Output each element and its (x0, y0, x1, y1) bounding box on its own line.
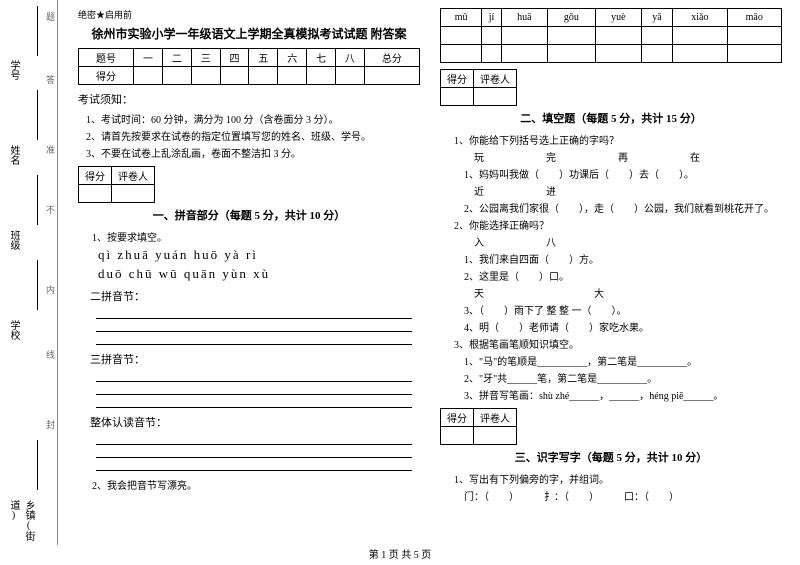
s2-q3: 3、根据笔画笔顺知识填空。 (454, 336, 782, 351)
write-lines (96, 432, 412, 471)
pinyin-cell: mǔ (441, 9, 482, 27)
notice-item: 1、考试时间：60 分钟，满分为 100 分（含卷面分 3 分）。 (86, 111, 420, 126)
cut-note: 答 (44, 75, 57, 84)
pinyin-blank-row (441, 27, 782, 45)
score-header: 一 (134, 49, 163, 67)
bind-label-name: 姓名 (6, 145, 21, 165)
section1-title: 一、拼音部分（每题 5 分，共计 10 分） (78, 207, 420, 223)
s2-q1-1: 1、妈妈叫我做（ ）功课后（ ）去（ ）。 (464, 166, 782, 181)
notice-item: 2、请首先按要求在试卷的指定位置填写您的姓名、班级、学号。 (86, 128, 420, 143)
bind-label-school: 学校 (6, 320, 21, 340)
q1-prompt: 1、按要求填空。 (92, 229, 420, 244)
sub-label-erpin: 二拼音节： (90, 288, 420, 304)
section2-title: 二、填空题（每题 5 分，共计 15 分） (440, 110, 782, 126)
secrecy-stamp: 绝密★启用前 (78, 8, 420, 21)
page-container: 乡镇(街道) 学校 班级 姓名 学号 封 线 内 不 准 答 题 绝密★启用前 … (0, 0, 800, 545)
right-column: mǔ jí huā gǒu yuè yā xiǎo māo (430, 8, 792, 545)
notice-item: 3、不要在试卷上乱涂乱画，卷面不整洁扣 3 分。 (86, 145, 420, 160)
score-header: 八 (335, 49, 364, 67)
scorebox-label: 评卷人 (112, 167, 155, 185)
section3-title: 三、识字写字（每题 5 分，共计 10 分） (440, 449, 782, 465)
s2-q3-2: 2、"牙"共______笔，第二笔是__________。 (464, 370, 782, 385)
content-columns: 绝密★启用前 徐州市实验小学一年级语文上学期全真模拟考试试题 附答案 题号 一 … (58, 0, 800, 545)
page-footer: 第 1 页 共 5 页 (0, 546, 800, 561)
s2-q3-1: 1、"马"的笔顺是__________，第二笔是__________。 (464, 353, 782, 368)
pinyin-blank-row (441, 45, 782, 63)
s2-q2-mid: 天 大 (474, 285, 782, 300)
s2-q1-options: 玩 完 再 在 (474, 149, 782, 164)
section-scorebox: 得分评卷人 (440, 408, 517, 445)
pinyin-table: mǔ jí huā gǒu yuè yā xiǎo māo (440, 8, 782, 63)
scorebox-label: 得分 (441, 70, 474, 88)
bind-label-township: 乡镇(街道) (6, 500, 36, 545)
s2-q2-options: 入 八 (474, 234, 782, 249)
bind-field (26, 90, 38, 140)
pinyin-cell: huā (501, 9, 547, 27)
s2-q1-2: 2、公园离我们家很（ ），走（ ）公园，我们就看到桃花开了。 (464, 200, 782, 215)
pinyin-cell: yuè (595, 9, 641, 27)
pinyin-cell: yā (641, 9, 672, 27)
score-header: 二 (162, 49, 191, 67)
bind-label-id: 学号 (6, 60, 21, 80)
pinyin-cell: māo (727, 9, 781, 27)
cut-note: 线 (44, 350, 57, 359)
exam-title: 徐州市实验小学一年级语文上学期全真模拟考试试题 附答案 (78, 25, 420, 42)
bind-field (26, 175, 38, 225)
score-header: 六 (278, 49, 307, 67)
s3-q1-line: 门：（ ） 扌：（ ） 口：（ ） (464, 488, 782, 503)
pinyin-cell: xiǎo (673, 9, 727, 27)
score-header: 七 (307, 49, 336, 67)
scorebox-label: 得分 (441, 409, 474, 427)
score-value-row: 得分 (79, 67, 420, 85)
s2-q2-4: 4、明（ ）老师请（ ）家吃水果。 (464, 319, 782, 334)
cut-note: 内 (44, 285, 57, 294)
score-row-label: 得分 (79, 67, 134, 85)
score-header-row: 题号 一 二 三 四 五 六 七 八 总分 (79, 49, 420, 67)
score-header: 五 (249, 49, 278, 67)
score-header: 四 (220, 49, 249, 67)
sub-label-zhengti: 整体认读音节： (90, 414, 420, 430)
s2-q2-2: 2、这里是（ ）口。 (464, 268, 782, 283)
score-header: 三 (191, 49, 220, 67)
cut-note: 题 (44, 12, 57, 21)
notice-heading: 考试须知： (78, 91, 420, 107)
cut-note: 准 (44, 145, 57, 154)
s2-q2-1: 1、我们来自四面（ ）方。 (464, 251, 782, 266)
pinyin-cell: gǒu (547, 9, 595, 27)
pinyin-row: qì zhuā yuán huō yà rì (98, 247, 420, 263)
write-lines (96, 306, 412, 345)
pinyin-header-row: mǔ jí huā gǒu yuè yā xiǎo māo (441, 9, 782, 27)
s2-q1-1b: 近 进 (474, 183, 782, 198)
scorebox-label: 评卷人 (474, 70, 517, 88)
bind-field (26, 260, 38, 310)
section-scorebox: 得分评卷人 (78, 166, 155, 203)
q2-prompt: 2、我会把音节写漂亮。 (92, 477, 420, 492)
score-header: 题号 (79, 49, 134, 67)
pinyin-row: duō chū wū quān yùn xù (98, 266, 420, 282)
left-column: 绝密★启用前 徐州市实验小学一年级语文上学期全真模拟考试试题 附答案 题号 一 … (68, 8, 430, 545)
bind-field (26, 6, 38, 56)
pinyin-cell: jí (482, 9, 502, 27)
sub-label-sanpin: 三拼音节： (90, 351, 420, 367)
score-table: 题号 一 二 三 四 五 六 七 八 总分 得分 (78, 48, 420, 85)
cut-note: 封 (44, 420, 57, 429)
s3-q1: 1、写出有下列偏旁的字，并组词。 (454, 471, 782, 486)
write-lines (96, 369, 412, 408)
s2-q3-3: 3、拼音写笔画：shù zhé______，______，héng piě___… (464, 387, 782, 402)
bind-field (26, 440, 38, 490)
cut-note: 不 (44, 205, 57, 214)
binding-margin: 乡镇(街道) 学校 班级 姓名 学号 封 线 内 不 准 答 题 (0, 0, 58, 545)
scorebox-label: 评卷人 (474, 409, 517, 427)
s2-q2: 2、你能选择正确吗？ (454, 217, 782, 232)
s2-q1: 1、你能给下列括号选上正确的字吗？ (454, 132, 782, 147)
score-header: 总分 (364, 49, 419, 67)
section-scorebox: 得分评卷人 (440, 69, 517, 106)
scorebox-label: 得分 (79, 167, 112, 185)
bind-label-class: 班级 (6, 230, 21, 250)
s2-q2-3: 3、（ ）雨下了 整 整 一（ ）。 (464, 302, 782, 317)
